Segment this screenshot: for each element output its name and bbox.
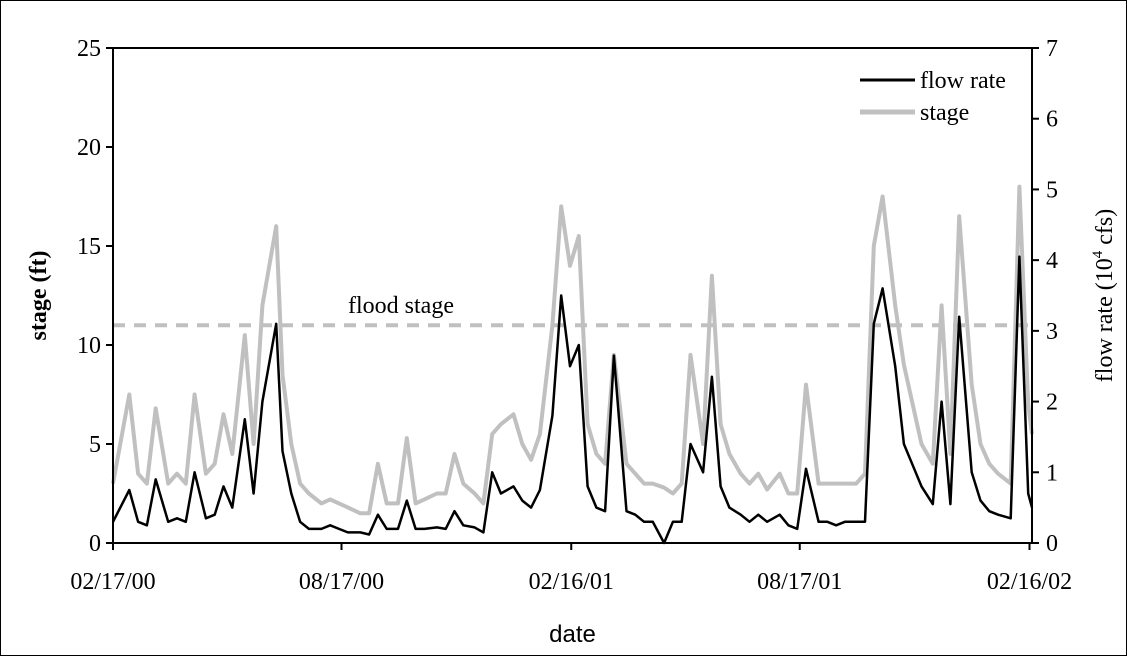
x-tick-label: 02/17/00 <box>70 569 155 595</box>
y-axis-label: stage (ft) <box>26 251 52 341</box>
y2-tick-label: 2 <box>1046 390 1058 416</box>
y-tick-label: 15 <box>77 234 101 260</box>
y-tick-label: 5 <box>89 432 101 458</box>
y2-tick-label: 5 <box>1046 177 1058 203</box>
legend-label: flow rate <box>920 68 1006 94</box>
y2-tick-label: 4 <box>1046 248 1058 274</box>
y2-tick-label: 3 <box>1046 319 1058 345</box>
legend-label: stage <box>920 100 969 126</box>
flood-stage-label: flood stage <box>348 293 454 319</box>
x-tick-label: 08/17/00 <box>299 569 384 595</box>
y-tick-label: 10 <box>77 333 101 359</box>
y-tick-label: 25 <box>77 36 101 62</box>
series-line <box>111 184 1034 516</box>
x-axis-label: date <box>549 621 596 648</box>
y2-axis-label-part: flow rate (10 <box>1092 258 1118 382</box>
y-tick-label: 20 <box>77 135 101 161</box>
y-tick-label: 0 <box>89 531 101 557</box>
y2-tick-label: 7 <box>1046 36 1058 62</box>
series-line <box>111 255 1034 545</box>
y2-tick-label: 1 <box>1046 460 1058 486</box>
y2-tick-label: 6 <box>1046 107 1058 133</box>
plot-border <box>112 47 1033 544</box>
x-tick-label: 02/16/01 <box>529 569 614 595</box>
x-tick-label: 08/17/01 <box>757 569 842 595</box>
y2-axis-label-part: cfs) <box>1092 209 1118 251</box>
x-tick-label: 02/16/02 <box>987 569 1072 595</box>
y2-tick-label: 0 <box>1046 531 1058 557</box>
y2-axis-label: flow rate (104 cfs) <box>1090 209 1118 382</box>
y2-axis-label-part: 4 <box>1090 250 1106 258</box>
